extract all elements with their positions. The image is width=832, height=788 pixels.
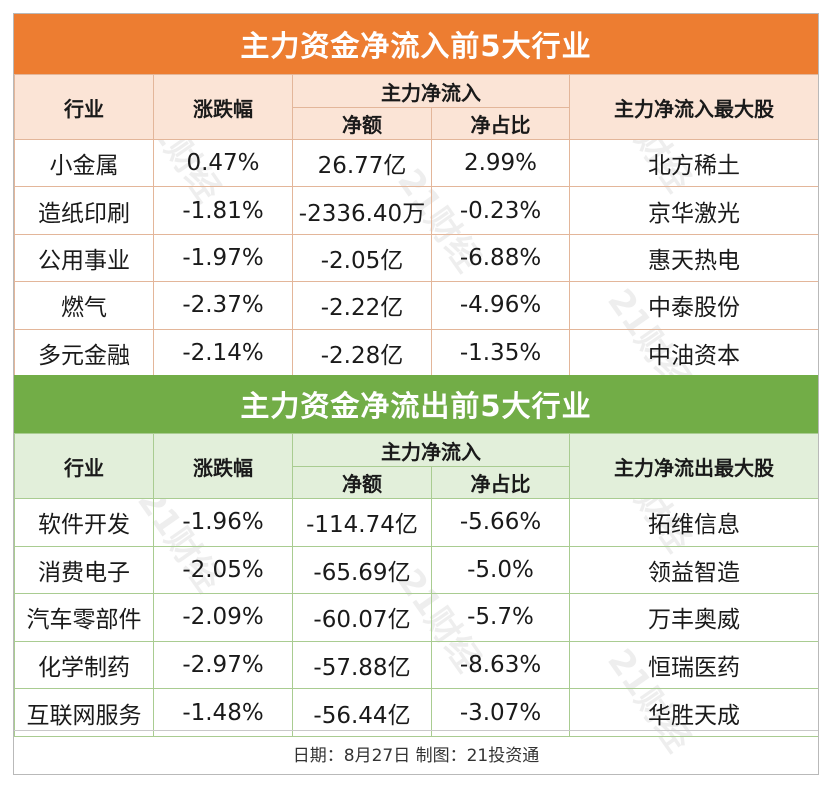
table-row: 消费电子 -2.05% -65.69亿 -5.0% 领益智造 [14,545,818,595]
table-row: 化学制药 -2.97% -57.88亿 -8.63% 恒瑞医药 [14,640,818,690]
cell-net-amount: -65.69亿 [292,545,432,595]
cell-change: -2.14% [153,328,293,377]
header-net-ratio: 净占比 [431,107,570,140]
cell-top-stock: 惠天热电 [569,233,818,283]
outflow-header-row: 行业 涨跌幅 主力净流入 主力净流出最大股 [14,433,818,499]
header-net-amount: 净额 [292,107,432,140]
cell-net-ratio: -5.66% [431,498,570,547]
header-netflow-group: 主力净流入 [292,433,570,467]
cell-top-stock: 中泰股份 [569,281,818,330]
cell-net-ratio: -1.35% [431,328,570,377]
cell-industry: 公用事业 [14,233,154,283]
inflow-title: 主力资金净流入前5大行业 [14,14,818,74]
cell-change: -2.37% [153,281,293,330]
outflow-subheader-row: 净额 净占比 [15,466,819,499]
table-row: 多元金融 -2.14% -2.28亿 -1.35% 中油资本 [14,328,818,377]
report-frame: 21财经 21财经 21财经 21财经 21财经 21财经 21财经 21财经 … [13,13,819,775]
cell-net-amount: -2.22亿 [292,281,432,330]
cell-industry: 软件开发 [14,498,154,547]
cell-net-ratio: 2.99% [431,138,570,188]
cell-net-amount: 26.77亿 [292,138,432,188]
header-netflow-group: 主力净流入 [292,74,570,108]
header-net-amount: 净额 [292,466,432,499]
cell-industry: 多元金融 [14,328,154,377]
table-row: 汽车零部件 -2.09% -60.07亿 -5.7% 万丰奥威 [14,593,818,642]
outflow-table: 行业 涨跌幅 主力净流入 主力净流出最大股 净额 净占比 软件开发 -1.96%… [14,433,819,737]
cell-net-amount: -60.07亿 [292,593,432,642]
cell-top-stock: 领益智造 [569,545,818,595]
table-row: 软件开发 -1.96% -114.74亿 -5.66% 拓维信息 [14,498,818,547]
cell-change: -1.81% [153,186,293,235]
cell-industry: 造纸印刷 [14,186,154,235]
cell-change: -1.96% [153,498,293,547]
cell-top-stock: 万丰奥威 [569,593,818,642]
cell-top-stock: 恒瑞医药 [569,640,818,690]
cell-net-amount: -56.44亿 [292,688,432,737]
header-change: 涨跌幅 [153,74,293,140]
cell-change: -1.48% [153,688,293,737]
cell-net-ratio: -3.07% [431,688,570,737]
outflow-title: 主力资金净流出前5大行业 [14,375,818,433]
inflow-header-row: 行业 涨跌幅 主力净流入 主力净流入最大股 [14,74,818,140]
cell-net-amount: -2.05亿 [292,233,432,283]
cell-top-stock: 中油资本 [569,328,818,377]
cell-net-ratio: -0.23% [431,186,570,235]
inflow-table: 行业 涨跌幅 主力净流入 主力净流入最大股 净额 净占比 小金属 0.47% 2… [14,74,819,377]
cell-industry: 燃气 [14,281,154,330]
header-top-stock: 主力净流出最大股 [569,433,818,499]
cell-top-stock: 拓维信息 [569,498,818,547]
cell-industry: 消费电子 [14,545,154,595]
cell-change: -2.09% [153,593,293,642]
table-row: 造纸印刷 -1.81% -2336.40万 -0.23% 京华激光 [14,186,818,235]
cell-industry: 互联网服务 [14,688,154,737]
cell-industry: 汽车零部件 [14,593,154,642]
cell-top-stock: 华胜天成 [569,688,818,737]
table-row: 公用事业 -1.97% -2.05亿 -6.88% 惠天热电 [14,233,818,283]
table-row: 燃气 -2.37% -2.22亿 -4.96% 中泰股份 [14,281,818,330]
cell-industry: 化学制药 [14,640,154,690]
cell-industry: 小金属 [14,138,154,188]
cell-change: -1.97% [153,233,293,283]
cell-net-ratio: -5.0% [431,545,570,595]
cell-change: 0.47% [153,138,293,188]
cell-net-amount: -2336.40万 [292,186,432,235]
cell-top-stock: 北方稀土 [569,138,818,188]
header-industry: 行业 [14,74,154,140]
cell-net-ratio: -4.96% [431,281,570,330]
cell-net-ratio: -6.88% [431,233,570,283]
header-industry: 行业 [14,433,154,499]
cell-top-stock: 京华激光 [569,186,818,235]
cell-net-amount: -57.88亿 [292,640,432,690]
cell-net-ratio: -8.63% [431,640,570,690]
header-net-ratio: 净占比 [431,466,570,499]
header-change: 涨跌幅 [153,433,293,499]
table-row: 小金属 0.47% 26.77亿 2.99% 北方稀土 [14,138,818,188]
cell-net-amount: -2.28亿 [292,328,432,377]
cell-net-ratio: -5.7% [431,593,570,642]
header-top-stock: 主力净流入最大股 [569,74,818,140]
table-row: 互联网服务 -1.48% -56.44亿 -3.07% 华胜天成 [14,688,818,737]
cell-net-amount: -114.74亿 [292,498,432,547]
footer-caption: 日期：8月27日 制图：21投资通 [14,730,818,774]
inflow-subheader-row: 净额 净占比 [15,107,819,140]
cell-change: -2.97% [153,640,293,690]
cell-change: -2.05% [153,545,293,595]
